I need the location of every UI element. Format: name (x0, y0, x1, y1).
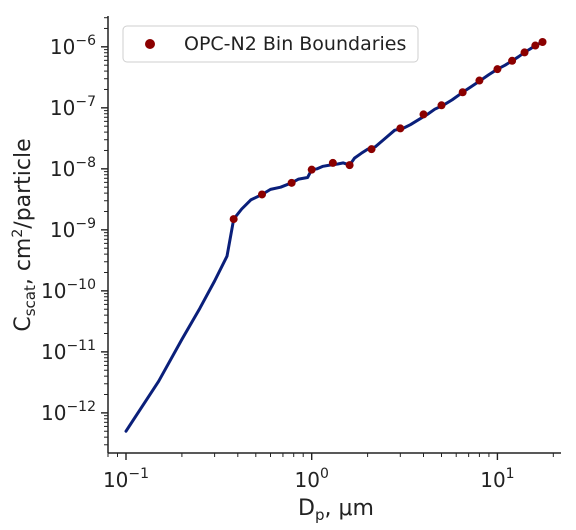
x-axis-title: Dp, μm (298, 496, 374, 524)
y-axis: 10−12 10−11 10−10 10−9 10−8 10−7 10−6 (41, 16, 109, 453)
y-axis-title: Cscat, cm2/particle (10, 138, 39, 331)
bin-boundary-point (437, 101, 446, 110)
y-tick-label: 10−7 (50, 94, 96, 120)
bin-boundary-point (538, 37, 547, 46)
bin-boundary-point (307, 165, 316, 174)
bin-boundary-point (396, 124, 405, 133)
bin-boundary-point (508, 56, 517, 65)
legend-label: OPC-N2 Bin Boundaries (184, 33, 406, 55)
y-tick-label: 10−12 (41, 399, 96, 425)
x-tick-label: 101 (480, 466, 514, 492)
scattering-curve (124, 40, 544, 433)
bin-boundary-point (419, 110, 428, 119)
x-tick-label: 10−1 (103, 466, 149, 492)
legend-marker (145, 39, 155, 49)
legend-box (122, 25, 419, 63)
y-tick-label: 10−9 (50, 216, 96, 242)
series-line (124, 40, 544, 433)
bin-boundary-point (229, 215, 238, 224)
legend: OPC-N2 Bin Boundaries (122, 25, 419, 63)
bin-boundary-point (345, 161, 354, 170)
series-points (229, 37, 547, 224)
x-tick-label: 100 (295, 466, 329, 492)
y-ticks: 10−12 10−11 10−10 10−9 10−8 10−7 10−6 (41, 17, 108, 446)
y-tick-label: 10−11 (41, 338, 96, 364)
y-tick-label: 10−10 (41, 277, 96, 303)
x-axis: 10−1 100 101 (103, 452, 561, 492)
bin-boundary-point (458, 88, 467, 97)
bin-boundary-point (531, 41, 540, 50)
y-tick-label: 10−6 (50, 33, 96, 59)
bin-boundary-point (258, 190, 267, 199)
bin-boundary-point (493, 65, 502, 74)
x-ticks: 10−1 100 101 (103, 453, 554, 492)
bin-boundary-point (367, 145, 376, 154)
bin-boundary-point (328, 158, 337, 167)
bin-boundary-point (475, 76, 484, 85)
y-tick-label: 10−8 (50, 155, 96, 181)
bin-boundary-point (520, 48, 529, 57)
bin-boundary-point (287, 178, 296, 187)
